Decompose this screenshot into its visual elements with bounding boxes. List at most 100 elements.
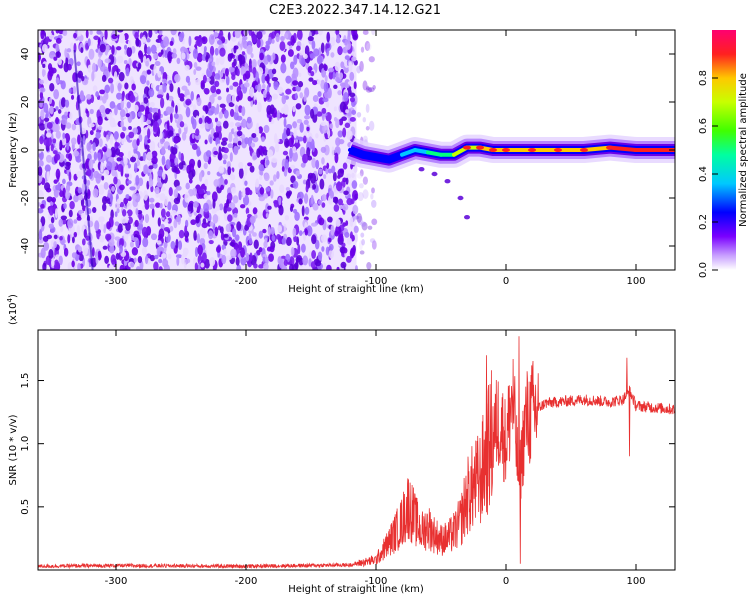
heatmap-noise-cell xyxy=(38,159,44,168)
heatmap-noise-cell xyxy=(76,171,82,178)
heatmap-noise-cell xyxy=(256,148,261,158)
heatmap-noise-cell xyxy=(153,261,159,270)
heatmap-noise-cell xyxy=(262,256,266,264)
heatmap-noise-cell xyxy=(252,155,258,160)
heatmap-noise-cell xyxy=(352,204,359,215)
snr-x-ticks: -300 -200 -100 0 100 xyxy=(105,330,646,587)
heatmap-noise-cell xyxy=(209,94,215,105)
heatmap-noise-cell xyxy=(128,131,135,139)
heatmap-noise-cell xyxy=(332,71,336,80)
heatmap-noise-cell xyxy=(62,187,66,199)
heatmap-noise-cell xyxy=(52,138,57,144)
heatmap-noise-cell xyxy=(174,157,179,166)
heatmap-noise-cell xyxy=(356,212,362,223)
heatmap-noise-cell xyxy=(160,49,164,55)
heatmap-noise-cell xyxy=(46,136,52,147)
heatmap-noise-cell xyxy=(258,246,263,253)
heatmap-noise-cell xyxy=(231,74,236,81)
heatmap-noise-cell xyxy=(114,142,120,147)
heatmap-noise-cell xyxy=(267,55,272,63)
heatmap-noise-cell xyxy=(187,216,192,222)
heatmap-noise-cell xyxy=(77,134,81,145)
heatmap-noise-cell xyxy=(111,185,116,192)
heatmap-noise-cell xyxy=(77,262,81,270)
heatmap-noise-cell xyxy=(302,135,307,144)
heatmap-noise-cell xyxy=(299,51,305,56)
heatmap-noise-cell xyxy=(208,101,212,109)
heatmap-noise-cell xyxy=(95,255,99,265)
heatmap-noise-cell xyxy=(106,161,113,171)
heatmap-noise-cell xyxy=(137,256,143,264)
heatmap-noise-cell xyxy=(219,47,226,57)
heatmap-noise-cell xyxy=(205,150,212,158)
heatmap-noise-cell xyxy=(165,231,169,238)
heatmap-noise-cell xyxy=(265,213,269,218)
heatmap-noise-cell xyxy=(199,227,206,239)
heatmap-noise-cell xyxy=(157,217,161,227)
heatmap-noise-cell xyxy=(303,119,309,125)
heatmap-noise-cell xyxy=(129,241,134,248)
heatmap-noise-cell xyxy=(176,57,181,65)
heatmap-noise-cell xyxy=(178,162,184,170)
heatmap-noise-cell xyxy=(198,188,205,195)
heatmap-noise-cell xyxy=(116,202,121,211)
heatmap-noise-cell xyxy=(219,54,225,65)
heatmap-noise-cell xyxy=(97,253,102,260)
heatmap-noise-cell xyxy=(57,58,62,66)
heatmap-noise-cell xyxy=(318,217,325,226)
heatmap-signal-peak xyxy=(502,148,510,152)
heatmap-noise-cell xyxy=(161,146,166,156)
heatmap-noise-cell xyxy=(317,79,322,85)
heatmap-noise-cell xyxy=(243,82,250,88)
heatmap-noise-cell xyxy=(249,165,255,173)
heatmap-noise-cell xyxy=(334,152,339,164)
heatmap-noise-cell xyxy=(323,81,329,93)
heatmap-noise-cell xyxy=(117,55,124,64)
heatmap-noise-cell xyxy=(86,168,92,177)
heatmap-noise-cell xyxy=(185,98,192,106)
heatmap-noise-cell xyxy=(65,184,71,192)
heatmap-noise-cell xyxy=(228,66,235,73)
heatmap-noise-cell xyxy=(170,210,178,216)
heatmap-noise-cell xyxy=(73,150,79,157)
heatmap-noise-cell xyxy=(329,123,334,130)
heatmap-noise-cell xyxy=(178,229,185,239)
heatmap-noise-cell xyxy=(88,158,94,170)
heatmap-noise-cell xyxy=(102,203,107,212)
heatmap-noise-cell xyxy=(169,225,174,232)
heatmap-noise-cell xyxy=(338,233,344,242)
heatmap-noise-cell xyxy=(126,101,131,109)
heatmap-noise-cell xyxy=(335,225,342,235)
heatmap-noise-cell xyxy=(370,193,374,200)
heatmap-noise-cell xyxy=(292,180,299,189)
heatmap-noise-cell xyxy=(167,50,173,62)
heatmap-noise-cell xyxy=(230,186,237,194)
heatmap-noise-cell xyxy=(95,131,101,139)
heatmap-noise-cell xyxy=(192,48,199,60)
heatmap-noise-cell xyxy=(262,146,267,152)
heatmap-noise-cell xyxy=(359,169,364,177)
heatmap-noise-cell xyxy=(102,196,108,205)
heatmap-noise-cell xyxy=(263,173,270,182)
heatmap-noise-cell xyxy=(103,66,109,76)
heatmap-noise-cell xyxy=(312,203,319,211)
heatmap-noise-cell xyxy=(126,46,133,58)
heatmap-noise-cell xyxy=(359,60,364,72)
heatmap-noise-cell xyxy=(114,221,120,227)
heatmap-noise-cell xyxy=(367,225,373,230)
heatmap-noise-cell xyxy=(352,189,359,201)
snr-x-tick-label: 100 xyxy=(626,576,645,587)
heatmap-noise-cell xyxy=(215,123,222,134)
heatmap-signal-peak xyxy=(528,148,536,152)
heatmap-noise-cell xyxy=(366,42,372,51)
heatmap-noise-cell xyxy=(285,88,292,95)
heatmap-noise-cell xyxy=(113,131,119,140)
heatmap-noise-cell xyxy=(262,228,267,234)
heatmap-noise-cell xyxy=(264,237,268,244)
heatmap-noise-cell xyxy=(156,94,164,99)
heatmap-noise-cell xyxy=(150,233,158,241)
heatmap-noise-cell xyxy=(102,95,107,104)
heatmap-noise-cell xyxy=(215,205,220,212)
heatmap-noise-cell xyxy=(371,199,377,208)
heatmap-noise-cell xyxy=(129,76,134,86)
